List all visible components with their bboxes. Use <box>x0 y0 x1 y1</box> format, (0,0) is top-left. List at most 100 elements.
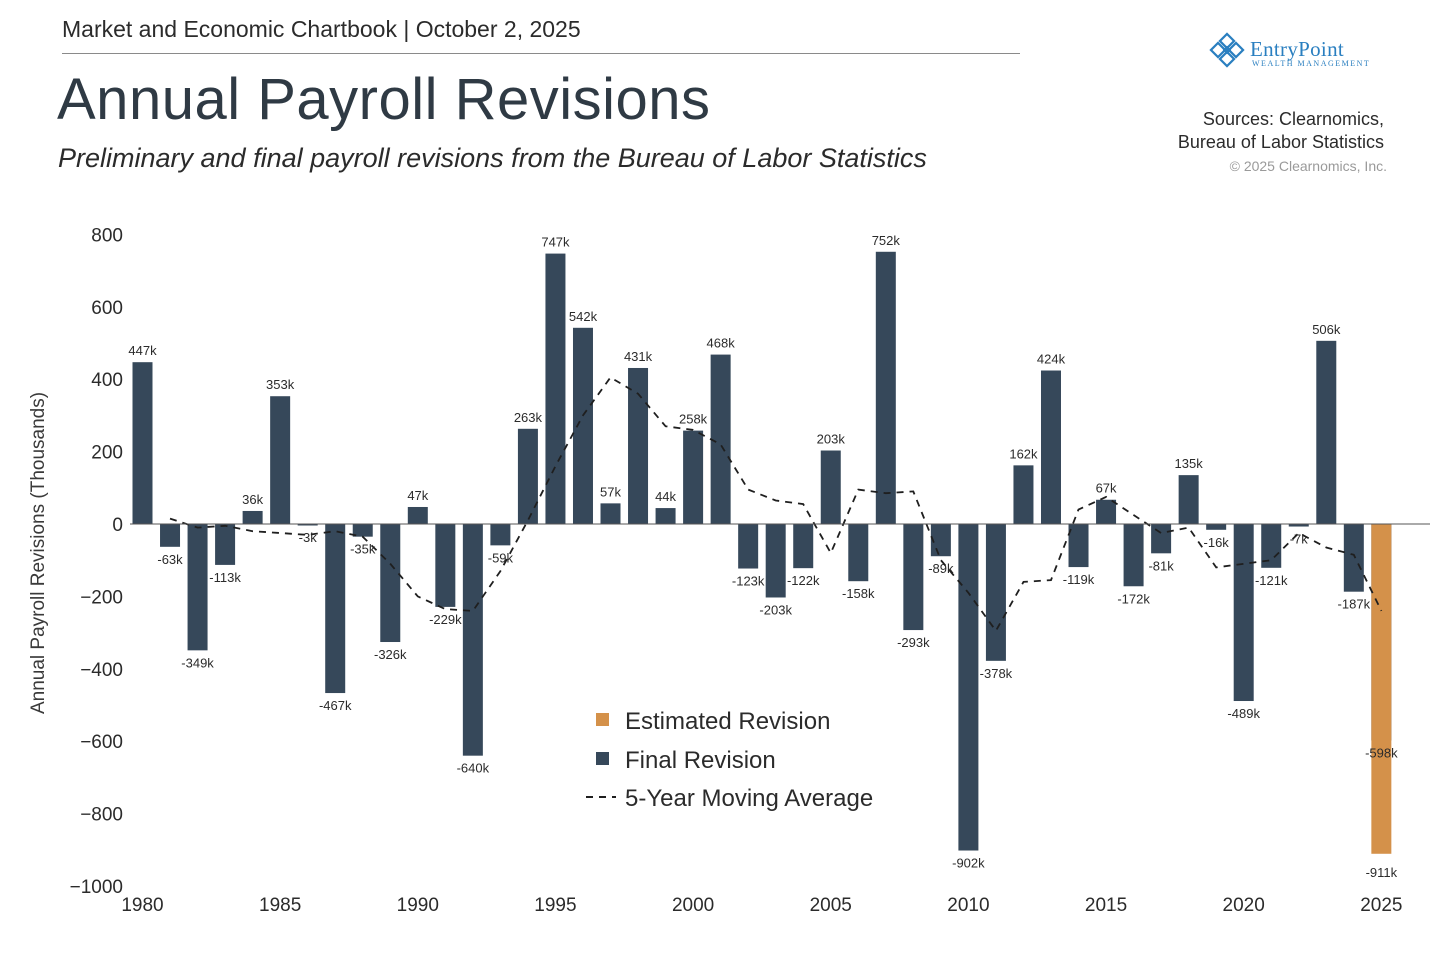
page-subtitle: Preliminary and final payroll revisions … <box>58 143 927 173</box>
x-tick-label: 2015 <box>1085 895 1127 916</box>
final-revision-bar <box>1123 524 1144 587</box>
bar-data-label: -203k <box>759 602 792 617</box>
bar-data-label: -349k <box>181 655 214 670</box>
bar-data-label: 506k <box>1312 322 1341 337</box>
bar-data-label: 44k <box>655 489 676 504</box>
bar-data-label: -119k <box>1063 572 1095 587</box>
bar-data-label: -467k <box>319 698 352 713</box>
x-tick-label: 1985 <box>259 895 301 916</box>
final-revision-bar <box>1316 340 1337 524</box>
bar-data-label: 162k <box>1009 446 1038 461</box>
bar-data-label: 258k <box>679 412 708 427</box>
final-revision-bar <box>930 524 951 557</box>
bar-data-label: -63k <box>157 552 183 567</box>
y-tick-label: 0 <box>112 515 123 536</box>
final-revision-bar <box>490 524 511 546</box>
bar-data-label: -187k <box>1338 597 1371 612</box>
bar-data-label: -640k <box>457 761 490 776</box>
logo-subtext: WEALTH MANAGEMENT <box>1252 59 1371 68</box>
final-revision-bar <box>572 327 593 524</box>
legend-swatch-estimated <box>596 713 609 726</box>
bar-data-label: -378k <box>980 666 1013 681</box>
final-revision-bar <box>683 430 704 524</box>
final-revision-bar <box>1178 475 1199 524</box>
bar-data-label: 747k <box>541 235 570 250</box>
final-revision-bar <box>187 524 208 651</box>
y-tick-label: 200 <box>91 443 123 464</box>
bar-data-label: 36k <box>242 492 263 507</box>
bar-data-label: -158k <box>842 586 875 601</box>
final-revision-bar <box>1261 524 1282 568</box>
bar-data-label: 752k <box>872 233 901 248</box>
bar-data-label: 353k <box>266 377 295 392</box>
sources-note: Sources: Clearnomics, Bureau of Labor St… <box>1178 108 1384 154</box>
final-revision-bar <box>710 354 731 524</box>
bar-data-label: -121k <box>1255 573 1288 588</box>
final-revision-bar <box>160 524 181 547</box>
final-revision-bar <box>820 450 841 524</box>
bar-data-label: 67k <box>1096 481 1117 496</box>
bar-data-label: 447k <box>128 343 157 358</box>
final-revision-bar <box>903 524 924 631</box>
final-revision-bar <box>875 251 896 524</box>
bar-data-label: 542k <box>569 309 598 324</box>
final-revision-bar <box>462 524 483 756</box>
final-revision-bar <box>793 524 814 569</box>
sources-line-2: Bureau of Labor Statistics <box>1177 132 1384 152</box>
x-tick-label: 2010 <box>947 895 989 916</box>
final-revision-bar <box>325 524 346 694</box>
bar-data-label: -911k <box>1366 865 1398 880</box>
final-revision-bar <box>352 524 373 537</box>
y-axis-label: Annual Payroll Revisions (Thousands) <box>28 392 49 714</box>
final-revision-bar <box>1206 524 1227 530</box>
bar-data-label: -113k <box>209 570 241 585</box>
legend-swatch-final <box>596 752 609 765</box>
final-revision-bar <box>297 524 318 526</box>
sources-line-1: Sources: Clearnomics, <box>1202 109 1384 129</box>
y-tick-label: 600 <box>91 298 123 319</box>
x-tick-label: 2025 <box>1360 895 1402 916</box>
y-tick-label: 800 <box>91 225 123 246</box>
final-revision-bar <box>848 524 869 582</box>
y-tick-label: −1000 <box>70 877 123 898</box>
bar-data-label: -293k <box>897 635 930 650</box>
bar-data-label: -229k <box>429 612 462 627</box>
final-revision-bar <box>545 253 566 524</box>
x-tick-label: 2005 <box>810 895 852 916</box>
header-divider <box>62 53 1020 54</box>
y-tick-label: −200 <box>80 587 123 608</box>
final-revision-bar <box>655 508 676 524</box>
final-revision-bar <box>1288 524 1309 527</box>
bar-data-label: -59k <box>488 550 514 565</box>
final-revision-bar <box>407 506 428 524</box>
final-revision-bar <box>215 524 236 565</box>
moving-average-line <box>169 376 1383 633</box>
bar-data-label: -89k <box>928 561 954 576</box>
final-revision-bar <box>1040 370 1061 524</box>
final-revision-bar <box>270 396 291 524</box>
bar-data-label: -3k <box>299 530 318 545</box>
final-revision-bar <box>1096 499 1117 524</box>
final-revision-bar <box>985 524 1006 661</box>
estimated-revision-bar <box>1371 524 1392 854</box>
final-revision-bar <box>600 503 621 524</box>
final-revision-bar <box>738 524 759 569</box>
bar-data-label: 424k <box>1037 352 1066 367</box>
final-revision-bar <box>380 524 401 643</box>
x-tick-label: 2020 <box>1223 895 1265 916</box>
y-tick-label: −400 <box>80 660 123 681</box>
chartbook-header: Market and Economic Chartbook | October … <box>62 16 581 42</box>
legend-label-average: 5-Year Moving Average <box>625 785 873 812</box>
copyright-note: © 2025 Clearnomics, Inc. <box>1229 158 1387 174</box>
final-revision-bar <box>1013 465 1034 524</box>
bar-data-label: 47k <box>407 488 428 503</box>
final-revision-bar <box>242 510 263 524</box>
bar-data-label: 203k <box>817 432 846 447</box>
bar-data-label: -489k <box>1227 706 1260 721</box>
diamond-logo-icon <box>1209 32 1245 68</box>
bar-data-label: -16k <box>1204 535 1230 550</box>
bar-data-label: 135k <box>1175 456 1204 471</box>
bar-data-label: -122k <box>787 573 820 588</box>
final-revision-bar <box>958 524 979 851</box>
entrypoint-logo: EntryPoint WEALTH MANAGEMENT <box>1208 32 1388 76</box>
